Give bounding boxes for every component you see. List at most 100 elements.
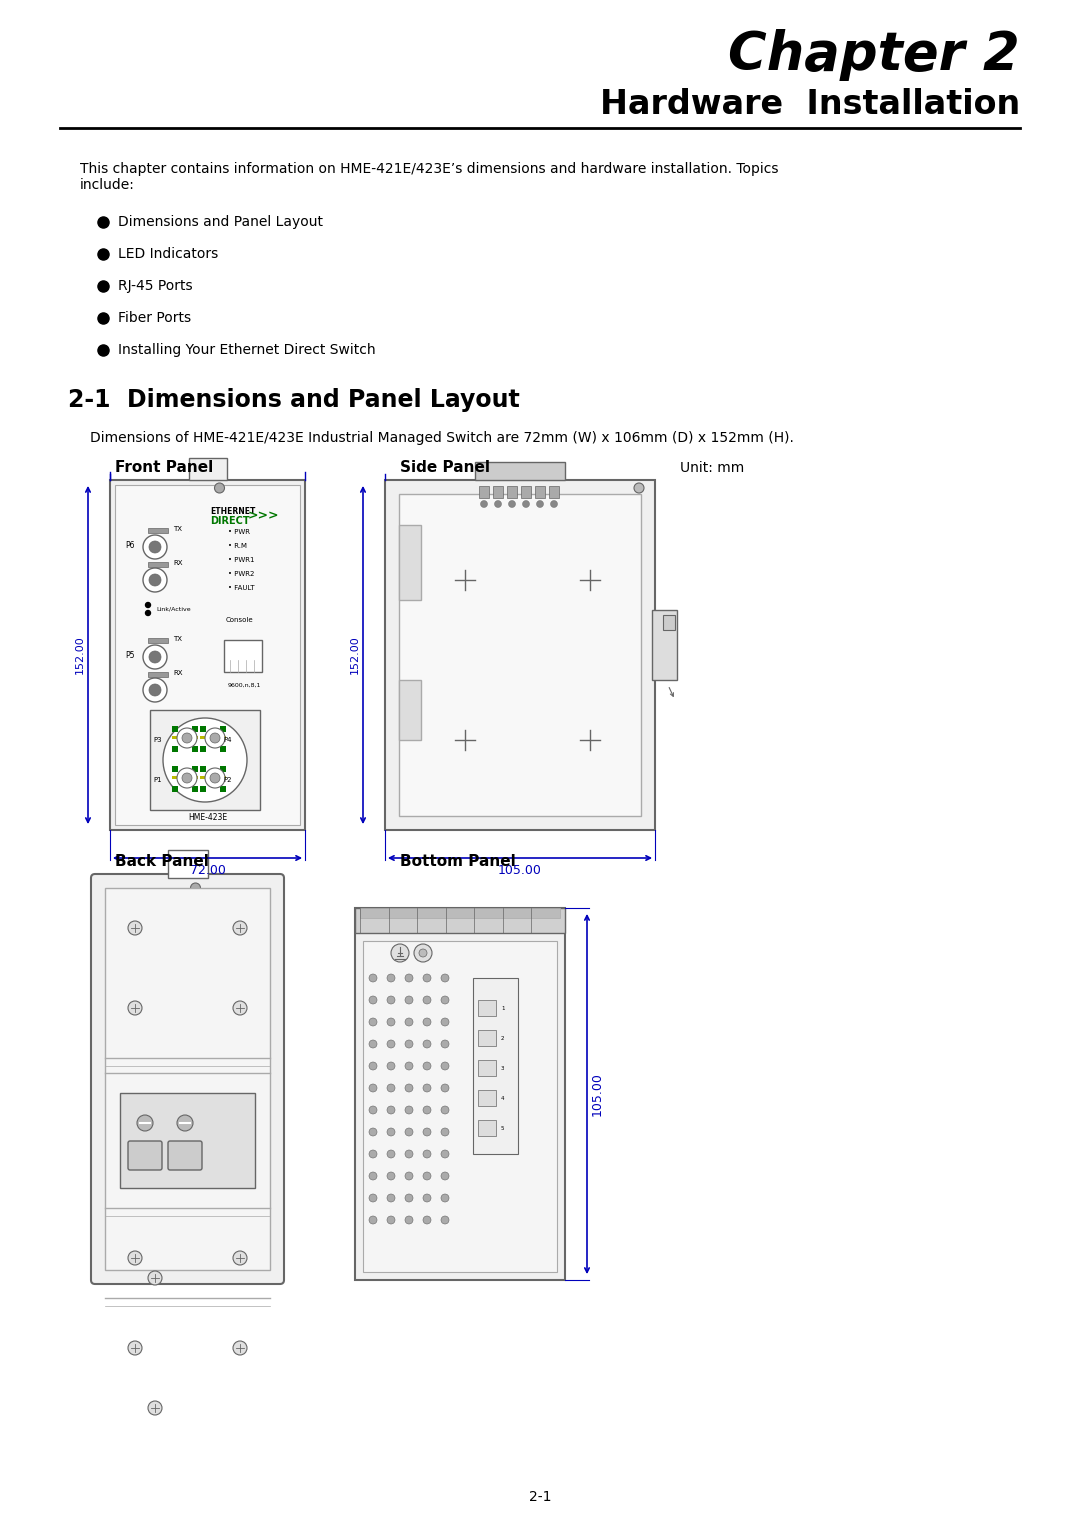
Bar xyxy=(110,479,305,831)
Text: TX: TX xyxy=(173,637,183,641)
Text: Fiber Ports: Fiber Ports xyxy=(118,312,191,325)
Circle shape xyxy=(129,1002,141,1015)
Circle shape xyxy=(423,996,431,1003)
Circle shape xyxy=(387,974,395,982)
Bar xyxy=(148,528,168,533)
Bar xyxy=(220,725,226,731)
Circle shape xyxy=(441,1040,449,1048)
Text: HME-423E: HME-423E xyxy=(188,814,227,823)
Bar xyxy=(192,776,198,779)
Text: 72.00: 72.00 xyxy=(190,863,226,876)
Circle shape xyxy=(183,773,192,783)
Circle shape xyxy=(369,1040,377,1048)
Text: ETHERNET: ETHERNET xyxy=(210,507,255,516)
Circle shape xyxy=(405,1194,413,1202)
Text: Link/Active: Link/Active xyxy=(156,606,191,611)
Text: 105.00: 105.00 xyxy=(498,863,542,876)
Bar xyxy=(192,736,198,739)
Circle shape xyxy=(233,1002,247,1015)
Circle shape xyxy=(146,611,150,615)
Circle shape xyxy=(419,948,427,957)
Circle shape xyxy=(369,1194,377,1202)
Bar xyxy=(220,776,226,779)
Text: P5: P5 xyxy=(125,651,135,660)
FancyBboxPatch shape xyxy=(129,1141,162,1170)
Circle shape xyxy=(551,501,557,507)
Text: Console: Console xyxy=(226,617,254,623)
Circle shape xyxy=(423,1040,431,1048)
Text: Hardware  Installation: Hardware Installation xyxy=(599,89,1020,122)
Bar xyxy=(172,725,178,731)
Text: P4: P4 xyxy=(222,738,231,744)
Circle shape xyxy=(177,768,197,788)
Circle shape xyxy=(183,733,192,744)
Circle shape xyxy=(190,883,201,893)
Circle shape xyxy=(369,1128,377,1136)
Circle shape xyxy=(148,1270,162,1286)
Bar xyxy=(150,710,260,809)
Text: This chapter contains information on HME-421E/423E’s dimensions and hardware ins: This chapter contains information on HME… xyxy=(80,162,779,192)
Circle shape xyxy=(369,1084,377,1092)
Bar xyxy=(172,776,178,779)
Circle shape xyxy=(210,773,220,783)
Bar xyxy=(549,486,559,498)
Circle shape xyxy=(405,1128,413,1136)
Circle shape xyxy=(369,1106,377,1115)
Bar xyxy=(172,747,178,751)
Circle shape xyxy=(137,1115,153,1132)
Circle shape xyxy=(441,974,449,982)
Circle shape xyxy=(143,568,167,592)
Circle shape xyxy=(423,1194,431,1202)
Bar xyxy=(200,736,206,739)
Text: • R.M: • R.M xyxy=(228,544,247,550)
Circle shape xyxy=(177,1115,193,1132)
Bar xyxy=(189,458,227,479)
Circle shape xyxy=(387,1194,395,1202)
Text: • FAULT: • FAULT xyxy=(228,585,255,591)
Circle shape xyxy=(423,974,431,982)
Text: Chapter 2: Chapter 2 xyxy=(728,29,1020,81)
Circle shape xyxy=(423,1084,431,1092)
Circle shape xyxy=(405,974,413,982)
Circle shape xyxy=(387,1173,395,1180)
FancyBboxPatch shape xyxy=(168,1141,202,1170)
Bar xyxy=(478,1060,496,1077)
Text: Back Panel: Back Panel xyxy=(114,855,208,869)
Circle shape xyxy=(414,944,432,962)
Bar xyxy=(120,1093,255,1188)
Circle shape xyxy=(369,996,377,1003)
Text: • PWR1: • PWR1 xyxy=(228,557,255,563)
Text: 152.00: 152.00 xyxy=(350,635,360,675)
Circle shape xyxy=(143,678,167,702)
Text: 152.00: 152.00 xyxy=(75,635,85,675)
Circle shape xyxy=(405,996,413,1003)
Bar xyxy=(473,977,518,1154)
Circle shape xyxy=(129,1251,141,1264)
Bar xyxy=(200,786,206,793)
Text: Side Panel: Side Panel xyxy=(400,461,490,475)
Text: 2: 2 xyxy=(501,1035,504,1040)
Circle shape xyxy=(423,1215,431,1225)
Circle shape xyxy=(441,1084,449,1092)
Circle shape xyxy=(369,1150,377,1157)
Bar xyxy=(200,776,206,779)
Circle shape xyxy=(233,921,247,935)
Bar xyxy=(167,851,207,878)
Bar xyxy=(478,1000,496,1015)
Circle shape xyxy=(495,501,501,507)
Text: P2: P2 xyxy=(222,777,231,783)
Circle shape xyxy=(369,1061,377,1070)
Bar xyxy=(492,486,503,498)
Circle shape xyxy=(441,1128,449,1136)
Bar xyxy=(172,776,178,779)
Circle shape xyxy=(369,1019,377,1026)
Text: • PWR2: • PWR2 xyxy=(228,571,255,577)
Bar xyxy=(355,909,565,1280)
Circle shape xyxy=(149,684,161,696)
Circle shape xyxy=(441,1173,449,1180)
Bar xyxy=(200,747,206,751)
Bar xyxy=(535,486,545,498)
Bar xyxy=(355,909,565,933)
Bar xyxy=(114,486,300,825)
Bar xyxy=(192,786,198,793)
